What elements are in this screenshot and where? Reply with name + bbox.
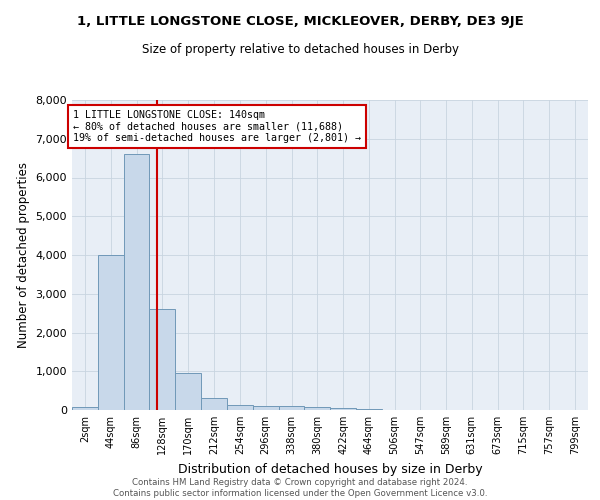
Bar [149, 309, 175, 410]
Bar [72, 407, 98, 410]
Text: Size of property relative to detached houses in Derby: Size of property relative to detached ho… [142, 42, 458, 56]
Bar [356, 409, 382, 410]
Bar [227, 405, 253, 410]
Text: Contains HM Land Registry data © Crown copyright and database right 2024.
Contai: Contains HM Land Registry data © Crown c… [113, 478, 487, 498]
Bar [201, 398, 227, 410]
Bar [124, 154, 149, 410]
Bar [253, 406, 278, 410]
Text: 1 LITTLE LONGSTONE CLOSE: 140sqm
← 80% of detached houses are smaller (11,688)
1: 1 LITTLE LONGSTONE CLOSE: 140sqm ← 80% o… [73, 110, 361, 143]
Bar [98, 255, 124, 410]
X-axis label: Distribution of detached houses by size in Derby: Distribution of detached houses by size … [178, 462, 482, 475]
Bar [304, 408, 331, 410]
Bar [175, 373, 201, 410]
Bar [278, 406, 304, 410]
Bar [331, 408, 356, 410]
Y-axis label: Number of detached properties: Number of detached properties [17, 162, 30, 348]
Text: 1, LITTLE LONGSTONE CLOSE, MICKLEOVER, DERBY, DE3 9JE: 1, LITTLE LONGSTONE CLOSE, MICKLEOVER, D… [77, 15, 523, 28]
